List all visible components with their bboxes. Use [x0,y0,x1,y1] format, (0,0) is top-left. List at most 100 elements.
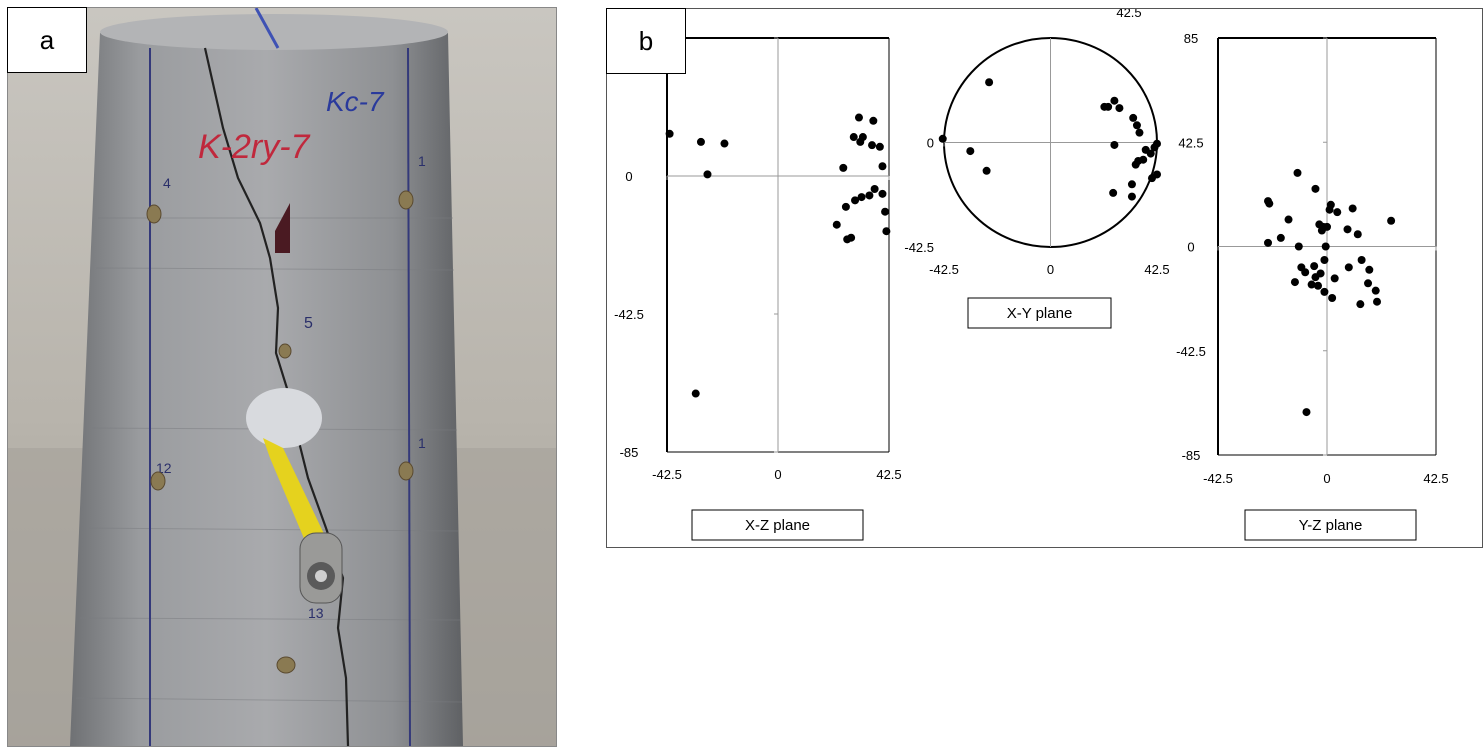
svg-text:1: 1 [418,153,426,169]
chart-2-x-tick-label: 0 [1047,262,1054,277]
chart-3-data-point [1307,280,1316,289]
chart-3-data-point [1311,273,1320,282]
chart-3-data-point [1314,281,1323,290]
chart-2-data-point [1135,128,1144,137]
chart-3-data-point [1348,204,1357,213]
chart-3-data-point [1301,268,1310,277]
svg-text:5: 5 [304,315,313,332]
chart-1-title: X-Z plane [745,517,810,534]
chart-3-data-point [1371,286,1380,295]
chart-1-data-point [878,189,887,198]
chart-2-x-tick-label: -42.5 [929,262,959,277]
chart-1-data-point [875,142,884,151]
chart-2-x-tick-label: 42.5 [1144,262,1169,277]
svg-text:4: 4 [163,175,171,191]
chart-3-data-point [1330,274,1339,283]
panel-label-b: b [606,8,686,74]
chart-1-y-tick-label: -85 [620,445,639,460]
chart-3-data-point [1357,255,1366,264]
chart-2-data-point [1147,174,1156,183]
chart-3-data-point [1365,265,1374,274]
chart-3-title-box [1244,509,1417,541]
specimen-photo: Kc-7 K-2ry-7 4 1 5 12 1 13 [7,7,557,747]
chart-2-data-point [938,134,947,143]
chart-2-data-point [982,166,991,175]
chart-2-data-point [1127,180,1136,189]
panel-label-a: a [7,7,87,73]
chart-2-title-box [967,297,1112,329]
chart-1-data-point [851,196,860,205]
chart-1-x-tick-label: 0 [774,467,781,482]
chart-1-data-point [882,227,891,236]
chart-2-data-point [1131,160,1140,169]
chart-1-data-point [878,162,887,171]
chart-3-data-point [1294,242,1303,251]
chart-3-data-point [1343,225,1352,234]
chart-3-data-point [1311,184,1320,193]
chart-3-data-point [1265,199,1274,208]
chart-1-data-point [720,139,729,148]
chart-1-y-tick-label: -42.5 [614,307,644,322]
chart-1-data-point [841,202,850,211]
svg-text:1: 1 [418,435,426,451]
chart-3-data-point [1364,279,1373,288]
chart-1-y-tick-label: 0 [625,169,632,184]
chart-2-data-point [1127,192,1136,201]
chart-2-data-point [1141,145,1150,154]
chart-2-data-point [1110,140,1119,149]
chart-3-data-point [1333,208,1342,217]
chart-1-data-point [865,191,874,200]
svg-text:K-2ry-7: K-2ry-7 [198,128,311,166]
chart-1-data-point [696,137,705,146]
chart-3-y-tick-label: 85 [1184,31,1198,46]
chart-3-x-tick-label: -42.5 [1203,471,1233,486]
chart-1-title-box [691,509,864,541]
chart-1-data-point [832,220,841,229]
chart-3-data-point [1264,238,1273,247]
svg-text:Kc-7: Kc-7 [326,86,385,117]
chart-3-y-tick-label: 42.5 [1178,135,1203,150]
chart-1-data-point [858,133,867,142]
chart-1-data-point [857,193,866,202]
chart-2-y-tick-label: 0 [927,136,934,151]
chart-3-data-point [1293,168,1302,177]
chart-3-y-tick-label: -42.5 [1176,344,1206,359]
chart-1-x-tick-label: 42.5 [876,467,901,482]
chart-3-data-point [1284,215,1293,224]
chart-1-x-tick-label: -42.5 [652,467,682,482]
chart-3-title: Y-Z plane [1299,517,1363,534]
chart-1-data-point [703,170,712,179]
chart-3-x-tick-label: 42.5 [1423,471,1448,486]
chart-2-data-point [1129,113,1138,122]
chart-1-data-point [881,207,890,216]
chart-panel: 42.5 0 -42.5 -85 -42.5 0 42.5 X-Z plane 42.5 0 -42… [606,5,1483,548]
chart-3-data-point [1328,294,1337,303]
chart-2-data-point [1132,121,1141,130]
chart-3-data-point [1353,230,1362,239]
chart-2-title: X-Y plane [1007,305,1073,322]
chart-3-data-point [1302,408,1311,417]
chart-2-data-point [1150,143,1159,152]
chart-1-data-point [665,129,674,138]
chart-2-y-tick-label: -42.5 [904,240,934,255]
chart-2-data-point [1110,96,1119,105]
chart-3-x-tick-label: 0 [1323,471,1330,486]
chart-3-y-tick-label: 0 [1187,240,1194,255]
chart-3-data-point [1373,297,1382,306]
chart-2-data-point [1115,104,1124,113]
chart-3-data-point [1344,263,1353,272]
chart-1-data-point [868,141,877,150]
chart-3-data-point [1320,255,1329,264]
chart-1-data-point [854,113,863,122]
chart-3-data-point [1310,262,1319,271]
chart-1-data-point [839,163,848,172]
chart-1-data-point [843,235,852,244]
chart-1-data-point [849,133,858,142]
chart-3-data-point [1325,205,1334,214]
chart-3-data-point [1387,216,1396,225]
chart-3-data-point [1290,278,1299,287]
chart-2-data-point [966,147,975,156]
chart-2-y-tick-label: 42.5 [1116,9,1141,20]
chart-2-data-point [1109,188,1118,197]
chart-1-data-point [691,389,700,398]
